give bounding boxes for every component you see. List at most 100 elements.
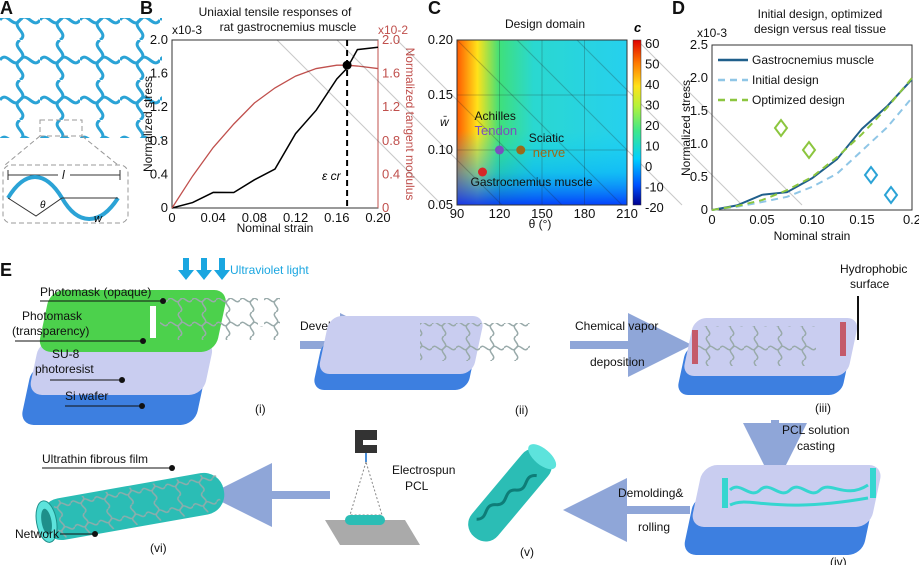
leader-lines	[15, 300, 163, 407]
chart-d-ylabel: Normalized stress	[679, 80, 693, 176]
chart-d-xtick: 0.15	[849, 212, 874, 227]
initial-unit-icon	[863, 165, 899, 205]
chart-b-xlabel: Nominal strain	[237, 221, 314, 235]
chart-d-frame	[711, 44, 913, 211]
grid-line	[276, 39, 443, 206]
chart-d-title-1: Initial design, optimized	[758, 7, 883, 21]
chart-d-xtick: 0.10	[799, 212, 824, 227]
design-point	[516, 145, 526, 155]
chart-d-multiplier: x10-3	[697, 26, 727, 40]
step-cvd-1: Chemical vapor	[575, 319, 658, 333]
tangent-modulus-line	[171, 64, 379, 209]
step-cvd-2: deposition	[590, 355, 645, 369]
panel-e-letter: E	[0, 260, 12, 280]
panel-d: D Initial design, optimized design versu…	[672, 0, 919, 243]
design-point-label: Tendon	[475, 123, 518, 138]
chart-c-xtick: 90	[450, 206, 464, 221]
grid-line	[516, 39, 683, 206]
panel-a: A l θ w	[0, 0, 162, 225]
chart-c-ytick: 0.05	[428, 197, 453, 212]
chart-b-multiplier-left: x10-3	[172, 23, 202, 37]
chart-b-ytick: 0.8	[150, 133, 168, 148]
step-demold-2: rolling	[638, 520, 670, 534]
chart-b-ytick-right: 0.4	[382, 166, 400, 181]
chart-d-ytick: 0.5	[690, 169, 708, 184]
width-label: w	[94, 213, 103, 225]
chart-d-ytick: 2.0	[690, 70, 708, 85]
step-demold-1: Demolding&	[618, 486, 683, 500]
stage-label-iv: (iv)	[830, 555, 847, 565]
chart-b-xtick: 0.08	[242, 210, 267, 225]
chart-c-ytick: 0.20	[428, 32, 453, 47]
stage-vi-tube	[35, 472, 225, 543]
panel-b-letter: B	[140, 0, 153, 18]
chart-d-ytick: 2.5	[690, 37, 708, 52]
uv-label: Ultraviolet light	[230, 263, 309, 277]
stage-label-i: (i)	[255, 402, 266, 416]
chart-b-ytick: 0.4	[150, 166, 168, 181]
chart-b-xtick: 0.12	[283, 210, 308, 225]
chart-b-ylabel-right: Normalized tangent modulus	[403, 48, 417, 201]
stage-label-v: (v)	[520, 545, 534, 559]
grid-line	[336, 39, 503, 206]
grid-line	[456, 39, 623, 206]
panel-e: E Ultraviolet light Photomask (opaque) P…	[0, 258, 907, 565]
chart-d-ytick: 1.0	[690, 136, 708, 151]
chart-d-xtick: 0	[708, 212, 715, 227]
uv-arrows-icon	[178, 258, 230, 280]
chart-c-frame	[456, 39, 628, 206]
stage-v-tube	[468, 444, 557, 542]
lattice-pattern	[0, 18, 162, 138]
stage-label-iii: (iii)	[815, 401, 831, 415]
critical-strain-label: ε cr	[322, 169, 342, 183]
chart-c-ytick: 0.15	[428, 87, 453, 102]
chart-b-ytick: 1.6	[150, 66, 168, 81]
chart-b-ytick-right: 0.8	[382, 133, 400, 148]
chart-d-xtick: 0.05	[749, 212, 774, 227]
network-label: Network	[15, 527, 60, 541]
panel-d-letter: D	[672, 0, 685, 18]
chart-b-ytick-right: 2.0	[382, 32, 400, 47]
hydrophobic-label-2: surface	[850, 277, 890, 291]
chart-b-xtick: 0	[168, 210, 175, 225]
chart-b-ytick-right: 0	[382, 200, 389, 215]
chart-b-title-1: Uniaxial tensile responses of	[199, 5, 352, 19]
chart-d-title-2: design versus real tissue	[754, 22, 886, 36]
optimized-unit-icon	[773, 118, 817, 160]
colorbar-tick: 10	[645, 139, 659, 154]
panel-c: C Design domain c 90 120 150 180 210 0.05 0.10…	[276, 0, 803, 231]
critical-point-marker	[342, 60, 352, 70]
zoom-region	[39, 119, 83, 137]
chart-c-xtick: 150	[531, 206, 553, 221]
panel-a-letter: A	[0, 0, 13, 18]
chart-b-title-2: rat gastrocnemius muscle	[220, 20, 357, 34]
chart-b-ytick: 0	[161, 200, 168, 215]
colorbar-tick: -20	[645, 200, 664, 215]
chart-b-ytick: 2.0	[150, 32, 168, 47]
grid-line	[396, 39, 563, 206]
panel-b: B Uniaxial tensile responses of rat gast…	[140, 0, 417, 235]
stage-iv-mold	[684, 465, 881, 555]
chart-d-ytick: 1.5	[690, 103, 708, 118]
chart-d-xtick: 0.2	[903, 212, 919, 227]
chart-c-xtick: 180	[574, 206, 596, 221]
chart-b-ylabel: Normalized stress	[141, 76, 155, 172]
hydrophobic-label-1: Hydrophobic	[840, 262, 907, 276]
legend-label: Optimized design	[752, 93, 845, 107]
colorbar-tick: -10	[645, 180, 664, 195]
zoom-lines	[4, 135, 119, 166]
design-point	[478, 167, 487, 177]
angle-label: θ	[40, 200, 46, 211]
label-su8-1: SU-8	[52, 347, 80, 361]
panel-c-letter: C	[428, 0, 441, 18]
legend-label: Initial design	[752, 73, 819, 87]
chart-d-xlabel: Nominal strain	[774, 229, 851, 243]
chart-b-ytick-right: 1.6	[382, 66, 400, 81]
stage-iii-mold	[678, 318, 858, 395]
colorbar-tick: 40	[645, 77, 659, 92]
step-pcl-1: PCL solution	[782, 423, 850, 437]
colorbar-tick: 0	[645, 159, 652, 174]
series-line	[711, 77, 913, 211]
chart-b-xtick: 0.20	[365, 210, 390, 225]
